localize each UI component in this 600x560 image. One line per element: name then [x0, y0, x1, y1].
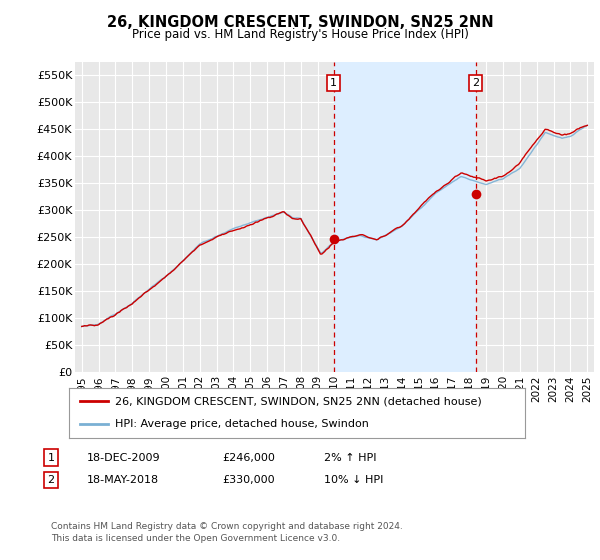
Text: 26, KINGDOM CRESCENT, SWINDON, SN25 2NN (detached house): 26, KINGDOM CRESCENT, SWINDON, SN25 2NN … [115, 396, 481, 406]
Text: 2% ↑ HPI: 2% ↑ HPI [324, 452, 377, 463]
Bar [334, 62, 476, 372]
Text: 10% ↓ HPI: 10% ↓ HPI [324, 475, 383, 485]
Text: Contains HM Land Registry data © Crown copyright and database right 2024.
This d: Contains HM Land Registry data © Crown c… [51, 522, 403, 543]
Text: 1: 1 [331, 78, 337, 88]
Text: Price paid vs. HM Land Registry's House Price Index (HPI): Price paid vs. HM Land Registry's House … [131, 28, 469, 41]
Text: 26, KINGDOM CRESCENT, SWINDON, SN25 2NN: 26, KINGDOM CRESCENT, SWINDON, SN25 2NN [107, 15, 493, 30]
Text: HPI: Average price, detached house, Swindon: HPI: Average price, detached house, Swin… [115, 419, 368, 430]
Text: £330,000: £330,000 [222, 475, 275, 485]
Text: 18-DEC-2009: 18-DEC-2009 [87, 452, 161, 463]
Text: £246,000: £246,000 [222, 452, 275, 463]
Text: 2: 2 [47, 475, 55, 485]
Text: 18-MAY-2018: 18-MAY-2018 [87, 475, 159, 485]
Text: 2: 2 [472, 78, 479, 88]
Text: 1: 1 [47, 452, 55, 463]
